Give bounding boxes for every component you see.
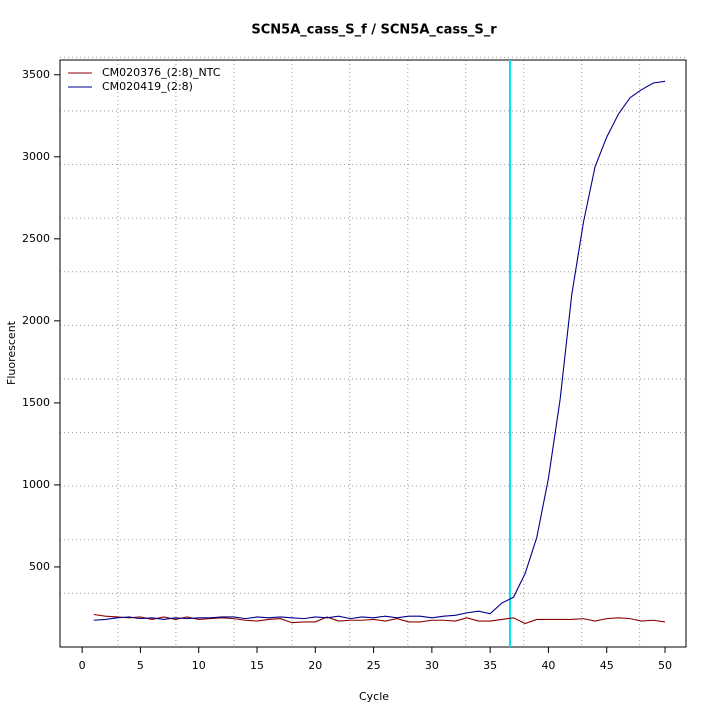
x-tick-label: 15	[250, 659, 264, 672]
x-tick-label: 35	[483, 659, 497, 672]
x-tick-label: 20	[308, 659, 322, 672]
series-line	[93, 613, 666, 625]
x-tick-label: 50	[658, 659, 672, 672]
chart-title: SCN5A_cass_S_f / SCN5A_cass_S_r	[251, 23, 497, 38]
x-tick-label: 0	[79, 659, 86, 672]
x-tick-label: 30	[425, 659, 439, 672]
x-tick-label: 40	[541, 659, 555, 672]
y-tick-label: 1000	[22, 478, 50, 491]
x-tick-label: 25	[367, 659, 381, 672]
x-axis-label: Cycle	[359, 690, 389, 703]
series-line	[93, 80, 666, 621]
y-tick-label: 500	[29, 560, 50, 573]
legend-label: CM020419_(2:8)	[102, 80, 193, 93]
y-tick-label: 3500	[22, 68, 50, 81]
y-tick-label: 2500	[22, 232, 50, 245]
y-tick-label: 3000	[22, 150, 50, 163]
legend-label: CM020376_(2:8)_NTC	[102, 66, 221, 79]
x-tick-label: 45	[600, 659, 614, 672]
y-axis-label: Fluorescent	[5, 320, 18, 385]
x-tick-label: 5	[137, 659, 144, 672]
y-tick-label: 1500	[22, 396, 50, 409]
x-tick-label: 10	[192, 659, 206, 672]
plot-frame	[59, 59, 687, 648]
y-tick-label: 2000	[22, 314, 50, 327]
